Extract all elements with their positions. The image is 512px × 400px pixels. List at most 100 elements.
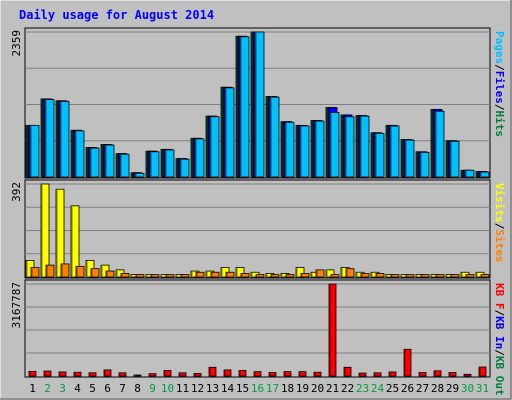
- bar-pages-day-29: [449, 140, 460, 178]
- bar-kb-f-day-14: [223, 369, 232, 377]
- bar-pages-day-4: [74, 130, 85, 178]
- bar-sites-day-12: [195, 271, 205, 278]
- legend-entry: KB In: [493, 316, 506, 349]
- bar-sites-day-15: [240, 273, 250, 278]
- x-tick-label-day-31: 31: [476, 382, 489, 395]
- y-max-label: 3167787: [10, 282, 23, 328]
- x-tick-label-day-30: 30: [461, 382, 474, 395]
- x-tick-label-day-10: 10: [161, 382, 174, 395]
- bar-kb-f-day-12: [193, 372, 202, 377]
- bar-pages-day-16: [254, 31, 265, 178]
- bar-sites-day-6: [105, 270, 115, 278]
- panel-2: 392 Visits/Sites: [10, 179, 506, 279]
- bar-kb-f-day-8: [133, 374, 142, 377]
- bar-pages-day-14: [224, 87, 235, 178]
- bar-kb-f-day-19: [298, 371, 307, 377]
- bar-sites-day-20: [315, 269, 325, 278]
- bar-visits-day-21: [325, 269, 335, 278]
- chart-title: Daily usage for August 2014: [19, 8, 214, 22]
- x-tick-label-day-14: 14: [221, 382, 235, 395]
- y-max-label: 2359: [10, 30, 23, 57]
- bar-kb-f-day-29: [448, 372, 457, 377]
- bar-sites-day-18: [285, 274, 295, 278]
- x-tick-label-day-28: 28: [431, 382, 444, 395]
- bar-kb-f-day-31: [478, 366, 487, 377]
- bar-pages-day-26: [404, 139, 415, 178]
- bar-kb-f-day-24: [373, 372, 382, 377]
- x-tick-label-day-15: 15: [236, 382, 249, 395]
- bar-sites-day-17: [270, 274, 280, 278]
- x-tick-label-day-16: 16: [251, 382, 264, 395]
- legend-separator: /: [493, 64, 506, 71]
- bar-pages-day-12: [194, 138, 205, 178]
- bar-sites-day-22: [345, 268, 355, 278]
- bar-pages-day-7: [119, 153, 130, 178]
- x-tick-label-day-13: 13: [206, 382, 219, 395]
- x-tick-label-day-25: 25: [386, 382, 399, 395]
- bar-pages-day-17: [269, 96, 280, 178]
- bar-sites-day-10: [165, 274, 175, 278]
- bar-sites-day-19: [300, 273, 310, 278]
- bar-sites-day-4: [75, 265, 85, 278]
- bar-kb-f-day-22: [343, 366, 352, 377]
- bar-kb-f-day-16: [253, 371, 262, 377]
- bar-pages-day-24: [374, 132, 385, 178]
- x-tick-label-day-12: 12: [191, 382, 204, 395]
- bar-sites-day-11: [180, 274, 190, 278]
- panel-frame: [24, 279, 491, 378]
- x-tick-label-day-20: 20: [311, 382, 324, 395]
- bar-kb-f-day-17: [268, 372, 277, 377]
- bar-visits-day-4: [70, 205, 80, 278]
- x-tick-label-day-1: 1: [29, 382, 36, 395]
- legend-entry: Hits: [493, 111, 506, 138]
- bar-kb-f-day-3: [58, 371, 67, 377]
- bar-sites-day-1: [30, 267, 40, 278]
- bar-kb-f-day-25: [388, 371, 397, 377]
- legend-separator: /: [493, 310, 506, 317]
- bar-sites-day-13: [210, 271, 220, 278]
- x-tick-label-day-19: 19: [296, 382, 309, 395]
- bar-pages-day-28: [434, 110, 445, 178]
- bar-kb-f-day-20: [313, 371, 322, 377]
- bar-kb-f-day-7: [118, 372, 127, 377]
- bar-kb-f-day-2: [43, 370, 52, 377]
- bar-visits-day-19: [295, 267, 305, 278]
- bar-pages-day-22: [344, 116, 355, 178]
- bar-kb-f-day-1: [28, 370, 37, 377]
- bar-pages-day-15: [239, 36, 250, 178]
- bar-kb-f-day-27: [418, 372, 427, 377]
- legend: Visits/Sites: [493, 183, 506, 263]
- x-tick-label-day-24: 24: [371, 382, 385, 395]
- bar-kb-f-day-13: [208, 366, 217, 377]
- legend-entry: Files: [493, 71, 506, 104]
- bar-sites-day-23: [360, 273, 370, 278]
- legend-entry: Visits: [493, 183, 506, 223]
- legend-separator: /: [493, 104, 506, 111]
- bar-pages-day-2: [44, 99, 55, 178]
- bar-kb-f-day-18: [283, 371, 292, 377]
- x-tick-label-day-9: 9: [149, 382, 156, 395]
- bar-sites-day-25: [390, 274, 400, 278]
- bar-pages-day-25: [389, 125, 400, 178]
- bar-kb-f-day-6: [103, 369, 112, 377]
- bar-sites-day-8: [135, 274, 145, 278]
- legend-entry: Pages: [493, 31, 506, 64]
- bar-pages-day-31: [479, 171, 490, 178]
- x-tick-label-day-17: 17: [266, 382, 279, 395]
- bar-kb-f-day-4: [73, 371, 82, 377]
- legend-entry: KB Out: [493, 356, 506, 396]
- bar-sites-day-9: [150, 274, 160, 278]
- bar-pages-day-10: [164, 149, 175, 178]
- bar-pages-day-8: [134, 172, 145, 178]
- bar-pages-day-27: [419, 152, 430, 178]
- x-tick-label-day-21: 21: [326, 382, 339, 395]
- legend: Pages/Files/Hits: [493, 31, 506, 137]
- x-tick-label-day-4: 4: [74, 382, 81, 395]
- y-max-label: 392: [10, 182, 23, 202]
- bar-kb-f-day-30: [463, 373, 472, 377]
- legend-entry: Sites: [493, 229, 506, 262]
- panel-1: 2359 Pages/Files/Hits: [10, 27, 506, 179]
- panel-frame: [24, 179, 491, 279]
- bar-sites-day-14: [225, 271, 235, 278]
